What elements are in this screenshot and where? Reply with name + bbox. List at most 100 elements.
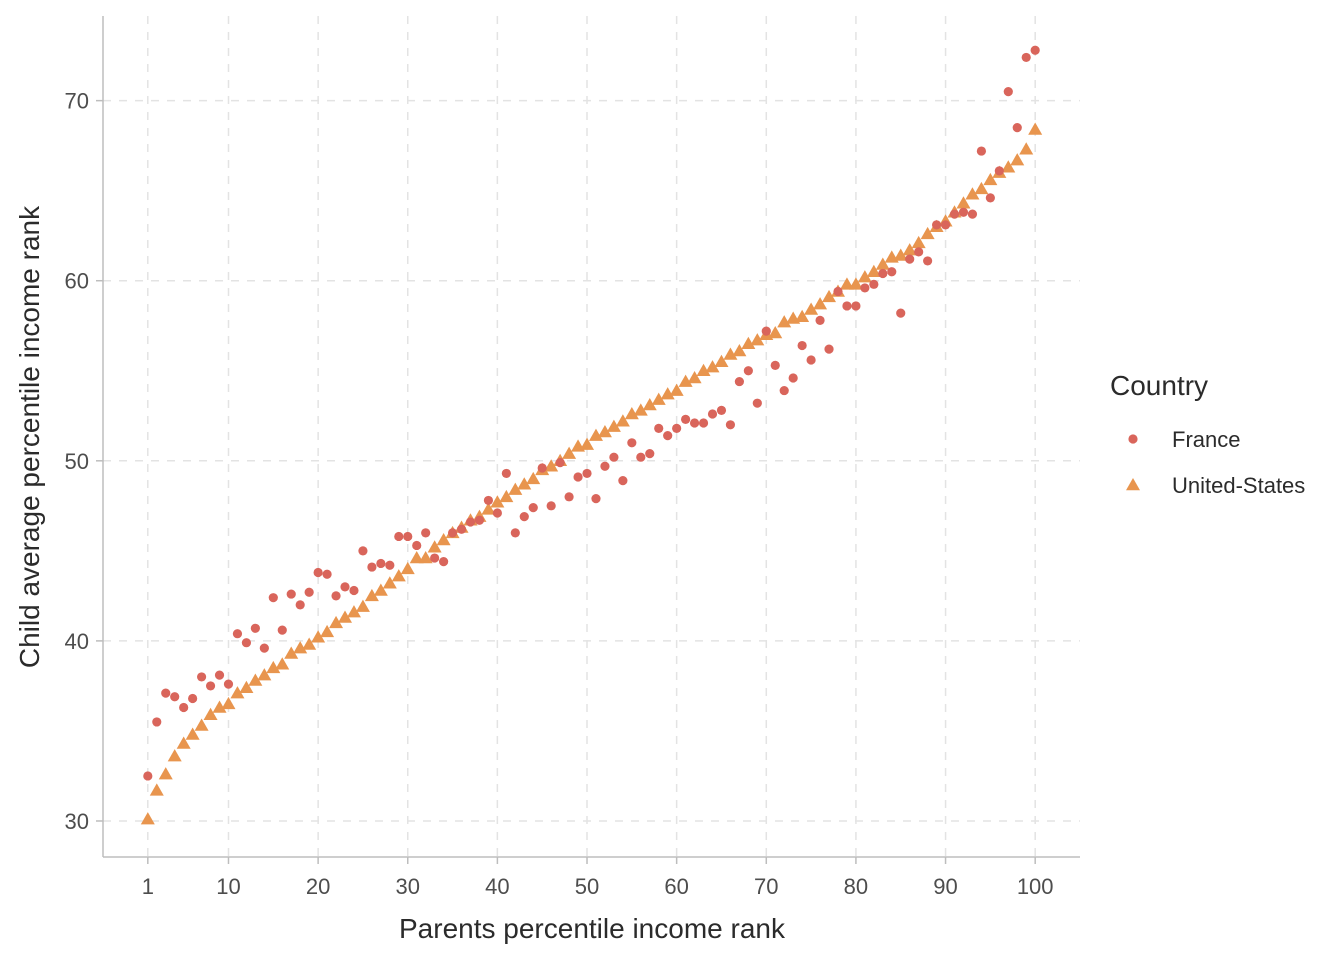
united-states-point [813, 297, 828, 310]
france-point [788, 373, 798, 383]
france-point [555, 458, 565, 468]
france-point [878, 268, 888, 279]
france-point [1012, 123, 1022, 133]
france-point [734, 376, 744, 387]
united-states-point [481, 502, 496, 515]
x-tick-label: 40 [485, 874, 509, 899]
united-states-point [230, 686, 245, 699]
united-states-point [409, 551, 424, 564]
france-point [313, 567, 323, 578]
france-point [241, 638, 252, 648]
france-point [967, 209, 978, 219]
france-point [600, 461, 610, 471]
united-states-point [848, 277, 863, 290]
france-point [152, 717, 162, 727]
france-point [403, 531, 413, 542]
united-states-point [140, 812, 155, 825]
united-states-point [346, 605, 361, 618]
united-states-point [633, 403, 648, 416]
united-states-point [1028, 122, 1043, 135]
tick-labels: 1 10 20 30 40 50 60 70 80 90 100 30 40 50 60 70 [65, 89, 1054, 899]
y-tick-label: 50 [65, 449, 89, 474]
united-states-point [911, 235, 926, 249]
united-states-point [355, 599, 370, 612]
united-states-point [606, 419, 621, 432]
united-states-point [562, 446, 577, 459]
france-point [851, 301, 861, 311]
united-states-point [194, 718, 209, 731]
france-point [304, 587, 314, 597]
x-tick-label: 1 [142, 874, 154, 899]
france-point [833, 286, 843, 297]
united-states-point [266, 660, 281, 674]
united-states-point [687, 370, 702, 384]
united-states-point [427, 540, 442, 553]
x-tick-label: 90 [933, 874, 957, 899]
france-point [815, 315, 825, 325]
united-states-point [597, 424, 612, 438]
axes [102, 16, 1080, 858]
united-states-point [965, 187, 980, 200]
united-states-point [212, 700, 227, 713]
france-point [1021, 52, 1031, 63]
legend-items: France United-States [1126, 427, 1305, 498]
france-point [268, 593, 278, 603]
united-states-point [391, 569, 406, 582]
france-point [976, 146, 987, 156]
france-point [770, 360, 780, 370]
france-point [905, 254, 915, 264]
united-states-point [203, 707, 218, 720]
france-point [430, 553, 440, 563]
france-point [170, 692, 180, 702]
united-states-point [956, 196, 971, 209]
france-point [331, 591, 341, 601]
united-states-point [167, 749, 182, 762]
united-states-point [490, 495, 505, 508]
united-states-point [257, 668, 272, 681]
france-point [394, 531, 404, 542]
united-states-point [857, 270, 872, 283]
y-tick-label: 40 [65, 629, 89, 654]
united-states-point [400, 561, 415, 575]
united-states-point [436, 533, 451, 546]
france-point [205, 681, 216, 691]
france-point [672, 423, 682, 433]
france-point [340, 582, 350, 592]
x-tick-label: 70 [754, 874, 778, 899]
france-point [421, 528, 431, 538]
united-states-point [338, 610, 353, 623]
legend-key-france [1128, 434, 1138, 444]
france-point [923, 256, 933, 266]
x-tick-label: 20 [306, 874, 330, 899]
france-point [573, 472, 583, 482]
france-point [681, 414, 691, 424]
united-states-point [615, 414, 630, 427]
united-states-point [875, 257, 890, 270]
united-states-point [364, 588, 379, 602]
france-point [564, 492, 574, 502]
x-tick-label: 100 [1017, 874, 1054, 899]
france-point [188, 693, 198, 704]
france-point [761, 326, 771, 336]
france-point [698, 418, 709, 428]
united-states-point [893, 248, 908, 261]
france-point [914, 247, 924, 257]
france-point [322, 569, 332, 579]
france-point [958, 207, 969, 217]
france-point [277, 625, 287, 635]
france-point [214, 670, 225, 680]
france-point [358, 546, 368, 556]
united-states-point [974, 181, 989, 195]
france-point [618, 476, 628, 486]
united-states-point [714, 354, 729, 368]
legend-key-united-states [1126, 478, 1140, 491]
united-states-point [221, 696, 236, 710]
france-point [940, 220, 951, 230]
united-states-point [149, 783, 164, 796]
france-point [860, 283, 870, 293]
france-point [645, 449, 655, 459]
united-states-point [418, 551, 433, 564]
france-point [743, 366, 753, 376]
france-point [250, 623, 260, 633]
